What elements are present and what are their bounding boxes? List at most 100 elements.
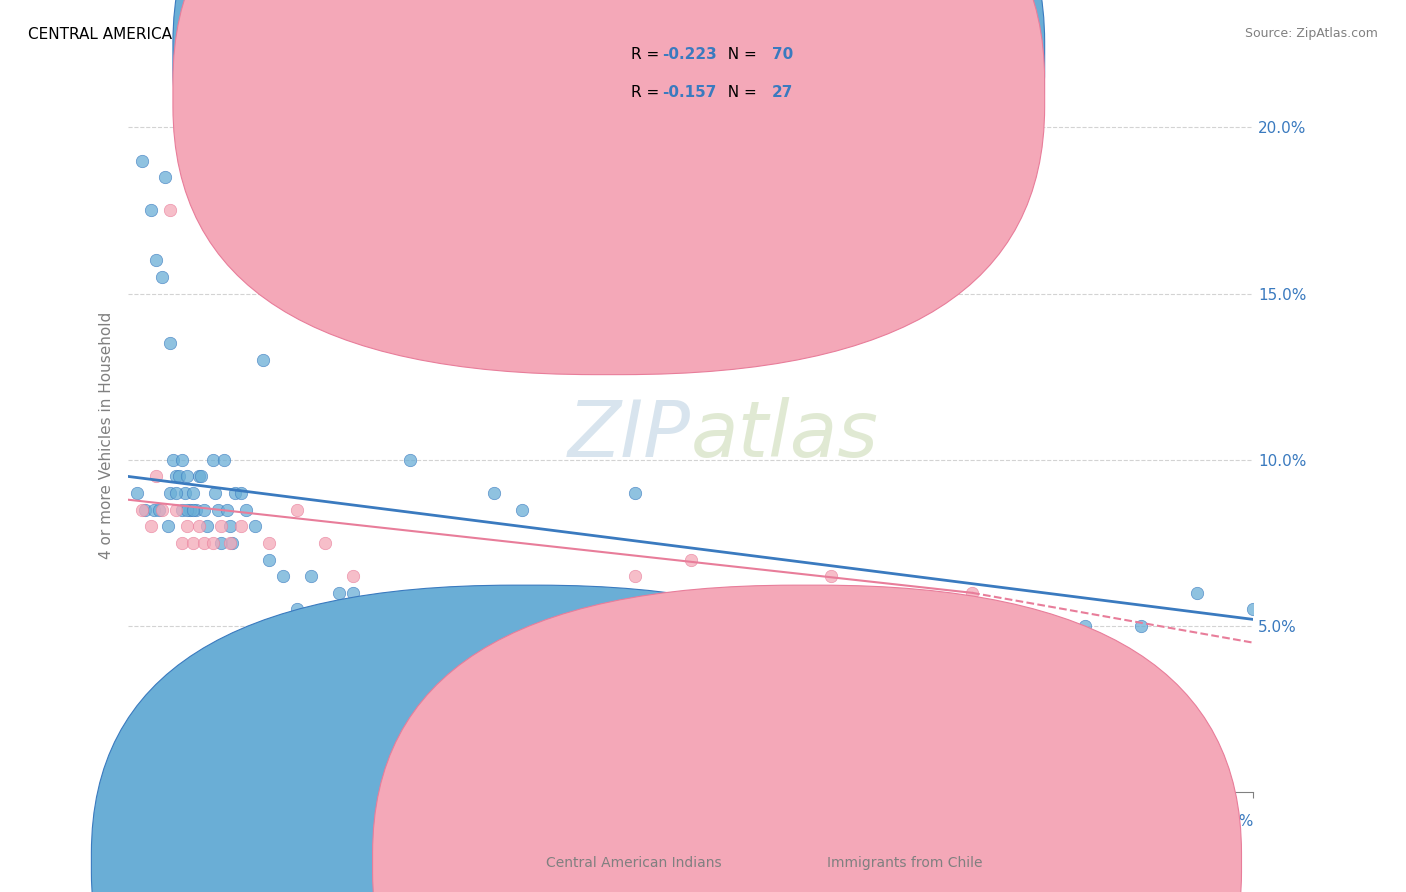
Point	[165, 486, 187, 500]
Point	[820, 569, 842, 583]
Point	[454, 652, 477, 666]
Point	[342, 586, 364, 600]
Point	[314, 536, 336, 550]
Point	[176, 519, 198, 533]
Point	[131, 153, 153, 168]
Point	[162, 452, 184, 467]
Point	[567, 602, 589, 616]
Point	[398, 602, 420, 616]
Text: N =: N =	[718, 86, 762, 100]
Point	[426, 303, 449, 318]
Point	[384, 602, 406, 616]
Point	[314, 602, 336, 616]
Point	[131, 502, 153, 516]
Text: Source: ZipAtlas.com: Source: ZipAtlas.com	[1244, 27, 1378, 40]
Point	[187, 519, 209, 533]
Point	[271, 569, 294, 583]
Point	[1129, 619, 1152, 633]
Text: -0.223: -0.223	[662, 47, 717, 62]
Point	[342, 569, 364, 583]
Point	[679, 619, 702, 633]
Point	[623, 569, 645, 583]
Point	[510, 502, 533, 516]
Text: Central American Indians: Central American Indians	[546, 855, 721, 870]
Text: Immigrants from Chile: Immigrants from Chile	[827, 855, 983, 870]
Point	[285, 502, 308, 516]
Point	[398, 452, 420, 467]
Point	[150, 502, 173, 516]
Point	[150, 269, 173, 284]
Point	[538, 685, 561, 699]
Text: N =: N =	[718, 47, 762, 62]
Point	[960, 586, 983, 600]
Point	[139, 519, 162, 533]
Text: -0.157: -0.157	[662, 86, 717, 100]
Point	[195, 519, 218, 533]
Point	[328, 586, 350, 600]
Point	[179, 502, 201, 516]
Point	[229, 486, 252, 500]
Point	[207, 502, 229, 516]
Point	[1185, 586, 1208, 600]
Point	[170, 502, 193, 516]
Point	[139, 203, 162, 218]
Point	[221, 536, 243, 550]
Point	[229, 519, 252, 533]
Point	[176, 502, 198, 516]
Point	[142, 502, 165, 516]
Point	[204, 486, 226, 500]
Point	[159, 336, 181, 351]
Point	[173, 486, 195, 500]
Point	[145, 253, 167, 268]
Point	[215, 502, 238, 516]
Point	[285, 602, 308, 616]
Point	[356, 602, 378, 616]
Point	[145, 469, 167, 483]
Point	[679, 552, 702, 566]
Point	[218, 536, 240, 550]
Point	[159, 203, 181, 218]
Point	[904, 619, 927, 633]
Point	[235, 502, 257, 516]
Y-axis label: 4 or more Vehicles in Household: 4 or more Vehicles in Household	[100, 311, 114, 558]
Point	[156, 519, 179, 533]
Point	[1017, 652, 1039, 666]
Text: 0.0%: 0.0%	[128, 814, 167, 829]
Text: R =: R =	[631, 47, 665, 62]
Point	[370, 619, 392, 633]
Point	[201, 452, 224, 467]
Point	[212, 452, 235, 467]
Point	[167, 469, 190, 483]
Point	[181, 486, 204, 500]
Point	[181, 502, 204, 516]
Point	[187, 469, 209, 483]
Point	[170, 536, 193, 550]
Text: ZIP: ZIP	[568, 397, 690, 473]
Point	[190, 469, 212, 483]
Point	[148, 502, 170, 516]
Point	[159, 486, 181, 500]
Point	[134, 502, 156, 516]
Point	[218, 519, 240, 533]
Point	[482, 486, 505, 500]
Point	[735, 586, 758, 600]
Point	[170, 452, 193, 467]
Point	[165, 469, 187, 483]
Point	[209, 536, 232, 550]
Point	[209, 519, 232, 533]
Text: 70: 70	[772, 47, 793, 62]
Point	[792, 586, 814, 600]
Point	[1073, 619, 1095, 633]
Point	[735, 602, 758, 616]
Text: R =: R =	[631, 86, 665, 100]
Point	[848, 619, 870, 633]
Point	[201, 536, 224, 550]
Point	[125, 486, 148, 500]
Point	[184, 502, 207, 516]
Point	[1241, 602, 1264, 616]
Text: 40.0%: 40.0%	[1205, 814, 1253, 829]
Text: CENTRAL AMERICAN INDIAN VS IMMIGRANTS FROM CHILE 4 OR MORE VEHICLES IN HOUSEHOLD: CENTRAL AMERICAN INDIAN VS IMMIGRANTS FR…	[28, 27, 934, 42]
Point	[193, 502, 215, 516]
Point	[153, 170, 176, 185]
Point	[960, 652, 983, 666]
